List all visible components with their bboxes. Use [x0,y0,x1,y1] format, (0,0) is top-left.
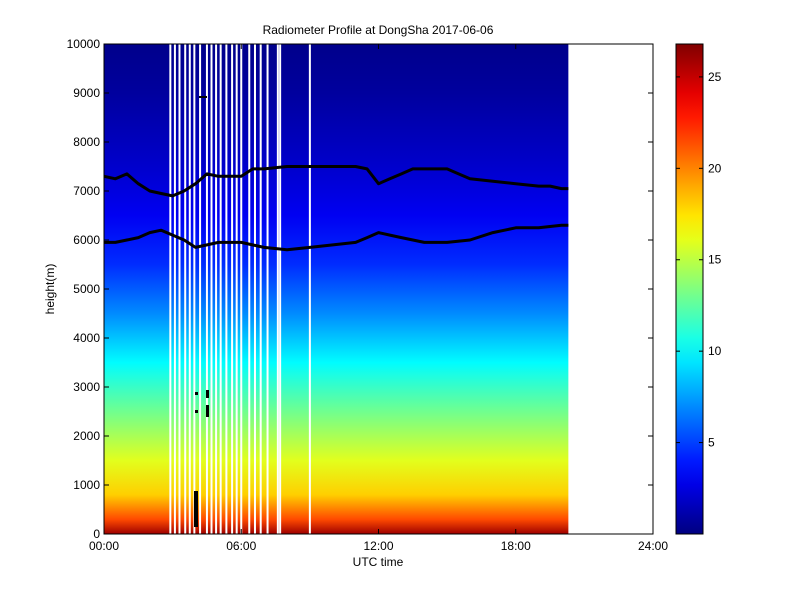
y-tick-label: 8000 [73,135,100,149]
series-line [104,223,569,252]
colorbar-tick-label: 15 [708,253,722,267]
x-tick-label: 18:00 [501,539,531,553]
y-tick-label: 7000 [73,184,100,198]
low-level-marks [194,96,209,527]
black-mark [206,390,209,398]
data-gap [248,44,251,534]
y-tick-label: 6000 [73,233,100,247]
y-tick-label: 10000 [67,37,101,51]
y-axis-label: height(m) [43,264,57,315]
x-axis: 00:00 06:00 12:00 18:00 24:00 [89,44,668,553]
data-gap [178,44,181,534]
black-mark [195,410,198,413]
data-gap [276,44,279,534]
data-gap [219,44,222,534]
data-gap [188,44,191,534]
x-axis-label: UTC time [353,555,404,569]
data-gap [199,44,202,534]
colorbar-tick-label: 20 [708,161,722,175]
x-tick-label: 00:00 [89,539,119,553]
heatmap-field [104,44,569,534]
data-gaps [169,44,311,534]
y-tick-label: 0 [93,527,100,541]
data-gap [169,44,172,534]
data-gap [240,44,243,534]
colorbar-tick-label: 25 [708,70,722,84]
black-mark [206,405,209,417]
series-group [103,165,569,252]
data-gap [279,44,282,534]
colorbar-tick-label: 5 [708,436,715,450]
colorbar-tick-label: 10 [708,344,722,358]
y-tick-label: 1000 [73,478,100,492]
y-tick-label: 9000 [73,86,100,100]
data-gap [210,44,213,534]
y-tick-label: 2000 [73,429,100,443]
y-tick-label: 4000 [73,331,100,345]
y-axis: 0 1000 2000 3000 4000 5000 6000 7000 8000 9000 100… [67,37,653,541]
data-gap [184,44,187,534]
x-tick-label: 24:00 [638,539,668,553]
data-gap [173,44,176,534]
chart-title: Radiometer Profile at DongSha 2017-06-06 [263,23,494,37]
data-gap [266,44,269,534]
data-gap [215,44,218,534]
data-gap [308,44,311,534]
colorbar: 5 10 15 20 25 [675,43,722,535]
data-gap [253,44,256,534]
data-gap [235,44,238,534]
x-tick-label: 06:00 [226,539,256,553]
series-line [103,165,569,198]
data-gap [231,44,234,534]
data-gap [193,44,196,534]
black-mark [199,96,207,98]
colorbar-gradient [675,43,704,535]
data-gap [205,44,208,534]
black-mark [195,392,198,395]
data-gap [225,44,228,534]
data-gap [259,44,262,534]
x-tick-label: 12:00 [363,539,393,553]
y-tick-label: 5000 [73,282,100,296]
black-mark [194,491,198,527]
plot-area: 00:00 06:00 12:00 18:00 24:00 0 1000 2000 3000 4… [67,37,669,553]
colorbar-ticks: 5 10 15 20 25 [676,70,722,450]
y-tick-label: 3000 [73,380,100,394]
